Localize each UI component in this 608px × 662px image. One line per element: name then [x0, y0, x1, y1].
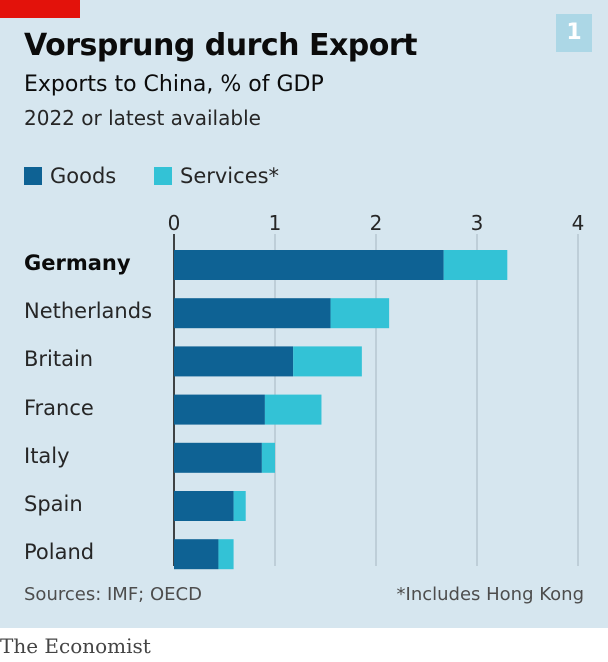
- legend-swatch-goods: [24, 167, 42, 185]
- bar-goods-britain: [174, 346, 294, 377]
- category-label-britain: Britain: [24, 347, 94, 372]
- legend-label-services: Services*: [180, 164, 280, 188]
- x-tick-label: 0: [168, 211, 181, 235]
- bar-goods-germany: [174, 250, 444, 280]
- x-tick-label: 4: [572, 211, 585, 235]
- category-label-italy: Italy: [24, 443, 70, 468]
- legend-label-goods: Goods: [50, 164, 117, 188]
- category-label-france: France: [24, 395, 94, 420]
- bar-services-netherlands: [330, 298, 390, 329]
- x-tick-label: 3: [471, 211, 484, 235]
- bar-services-britain: [293, 346, 362, 377]
- category-label-poland: Poland: [24, 540, 95, 565]
- bar-chart: 0 1 2 3 4: [168, 211, 585, 570]
- bar-services-spain: [233, 491, 246, 521]
- chart-subtitle: Exports to China, % of GDP: [24, 72, 324, 97]
- bar-goods-spain: [174, 491, 234, 521]
- x-tick-label: 2: [370, 211, 383, 235]
- legend-item-goods: Goods: [24, 164, 116, 188]
- x-tick-label: 1: [269, 211, 282, 235]
- category-label-spain: Spain: [24, 492, 83, 516]
- footnote: *Includes Hong Kong: [396, 584, 584, 605]
- bar-services-poland: [218, 539, 234, 570]
- chart-note: 2022 or latest available: [24, 106, 261, 130]
- chart-number-badge: 1: [556, 14, 592, 52]
- bar-goods-poland: [174, 539, 219, 570]
- bar-services-france: [264, 394, 322, 425]
- category-label-netherlands: Netherlands: [24, 299, 153, 324]
- legend-item-services: Services*: [154, 164, 279, 188]
- bar-services-germany: [443, 250, 508, 280]
- brand-red-tag: [0, 0, 80, 18]
- bar-services-italy: [261, 442, 275, 473]
- legend-swatch-services: [154, 167, 172, 185]
- bar-goods-italy: [174, 442, 262, 473]
- source-note: Sources: IMF; OECD: [24, 584, 202, 605]
- chart-title: Vorsprung durch Export: [24, 28, 418, 63]
- bar-goods-france: [174, 394, 265, 425]
- bar-goods-netherlands: [174, 298, 331, 329]
- category-label-germany: Germany: [24, 251, 131, 275]
- brand-wordmark: The Economist: [0, 634, 151, 658]
